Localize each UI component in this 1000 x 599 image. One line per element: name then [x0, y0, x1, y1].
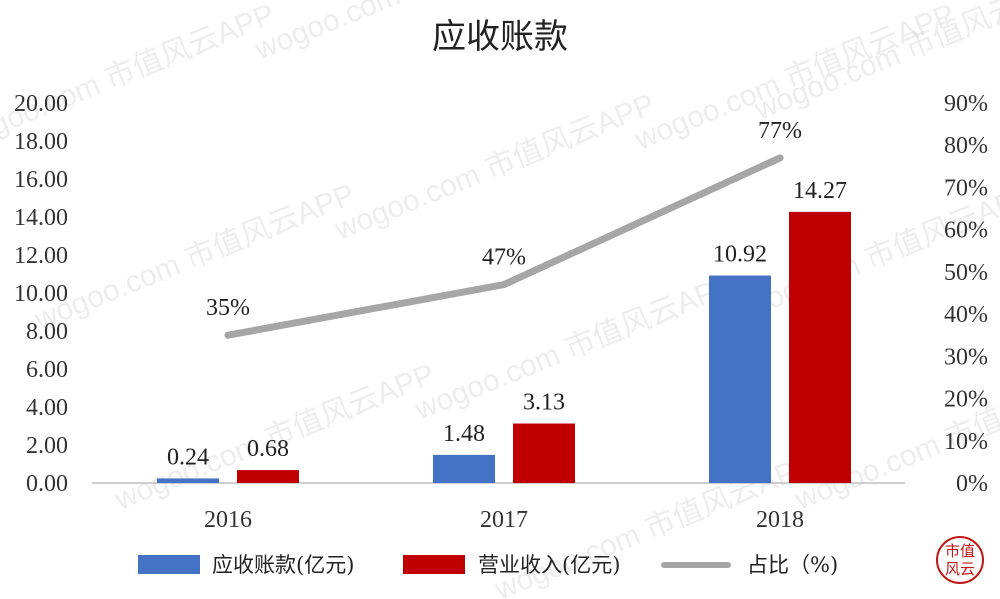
left-tick-label: 0.00	[26, 471, 68, 497]
bar-receivables-2018	[709, 275, 771, 483]
right-tick-label: 60%	[944, 218, 988, 244]
left-tick-label: 6.00	[26, 357, 68, 383]
bars-layer: 0.24 1.48 10.92 0.68 3.13 14.27	[157, 178, 851, 483]
right-tick-label: 90%	[944, 91, 988, 117]
legend-label: 占比（%)	[747, 553, 838, 577]
x-tick-label: 2016	[204, 507, 252, 533]
bar-receivables-2017	[433, 454, 495, 483]
bar-data-label: 1.48	[443, 421, 485, 447]
left-tick-label: 14.00	[14, 205, 68, 231]
logo-line2: 风云	[945, 560, 975, 578]
ratio-data-label: 35%	[206, 295, 250, 321]
bar-revenue-2017	[513, 423, 575, 483]
legend-label: 营业收入(亿元)	[478, 553, 620, 577]
right-axis-ticks: 0% 10% 20% 30% 40% 50% 60% 70% 80% 90%	[944, 91, 988, 497]
right-tick-label: 0%	[956, 471, 988, 497]
bar-receivables-2016	[157, 478, 219, 483]
x-tick-label: 2017	[480, 507, 528, 533]
x-tick-label: 2018	[756, 507, 804, 533]
logo-line1: 市值	[945, 542, 975, 560]
right-tick-label: 80%	[944, 133, 988, 159]
legend: 应收账款(亿元) 营业收入(亿元) 占比（%)	[138, 553, 838, 577]
watermark-text: wogoo.com 市值风云APP	[329, 88, 659, 247]
bar-data-label: 0.68	[247, 436, 289, 462]
x-axis-ticks: 2016 2017 2018	[204, 507, 804, 533]
logo-stamp: 市值 风云	[936, 536, 984, 584]
left-tick-label: 12.00	[14, 243, 68, 269]
watermark-text: wogoo.com 市值风云APP	[29, 178, 359, 337]
ratio-point	[224, 331, 232, 339]
left-tick-label: 18.00	[14, 129, 68, 155]
left-axis-ticks: 0.00 2.00 4.00 6.00 8.00 10.00 12.00 14.00 16.00…	[14, 91, 68, 497]
line-layer: 35% 47% 77%	[206, 118, 802, 339]
bar-data-label: 0.24	[167, 444, 209, 470]
right-tick-label: 70%	[944, 175, 988, 201]
legend-swatch	[138, 555, 200, 574]
left-tick-label: 16.00	[14, 167, 68, 193]
left-tick-label: 20.00	[14, 91, 68, 117]
chart-title: 应收账款	[432, 17, 568, 57]
logo-ring-icon	[936, 536, 984, 584]
bar-data-label: 3.13	[523, 390, 565, 416]
legend-label: 应收账款(亿元)	[212, 553, 354, 577]
legend-swatch	[403, 555, 465, 574]
left-tick-label: 10.00	[14, 281, 68, 307]
bar-data-label: 14.27	[793, 178, 847, 204]
bar-data-label: 10.92	[713, 242, 767, 268]
ratio-point	[776, 154, 784, 162]
bar-revenue-2018	[789, 211, 851, 483]
ratio-point	[500, 281, 508, 289]
ratio-data-label: 77%	[758, 118, 802, 144]
left-tick-label: 2.00	[26, 433, 68, 459]
right-tick-label: 30%	[944, 344, 988, 370]
right-tick-label: 50%	[944, 260, 988, 286]
left-tick-label: 4.00	[26, 395, 68, 421]
left-tick-label: 8.00	[26, 319, 68, 345]
ratio-data-label: 47%	[482, 245, 526, 271]
right-tick-label: 40%	[944, 302, 988, 328]
right-tick-label: 20%	[944, 387, 988, 413]
bar-revenue-2016	[237, 470, 299, 483]
right-tick-label: 10%	[944, 429, 988, 455]
